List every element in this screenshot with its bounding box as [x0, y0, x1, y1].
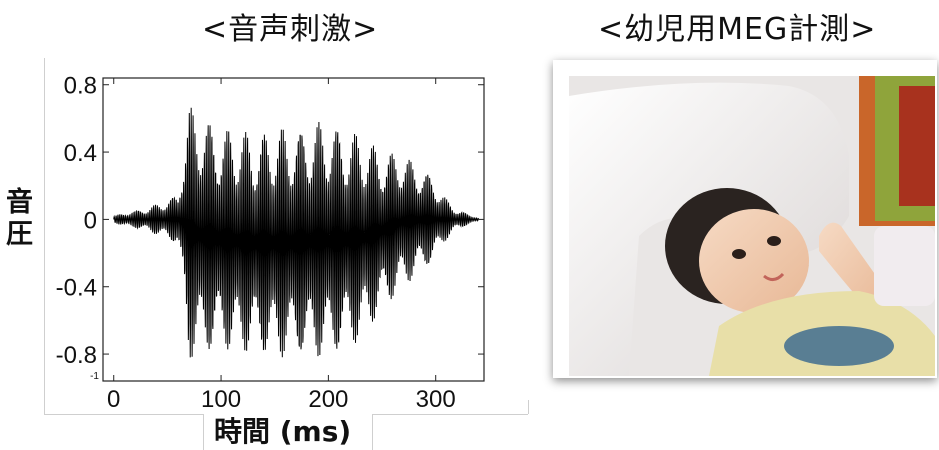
y-tick-label: 0.4 [64, 140, 97, 167]
child-mouth [763, 272, 785, 281]
y-axis-label-char-1: 音 [6, 187, 33, 218]
white-pillow [874, 226, 935, 306]
child-face [699, 209, 809, 313]
chart-frame-bottom-right [372, 414, 528, 415]
x-axis-label: 時間 (ms) [214, 415, 352, 448]
x-tick-label: 200 [308, 386, 348, 413]
y-extra-label: -1 [90, 371, 99, 382]
y-tick-label: -0.4 [56, 275, 97, 302]
waveform-line [113, 107, 479, 358]
right-panel-title: <幼児用MEG計測> [598, 12, 877, 47]
xlabel-frame-left [203, 414, 204, 450]
y-tick-label: -0.8 [56, 342, 97, 369]
x-tick-label: 100 [201, 386, 241, 413]
plot-area [102, 77, 485, 382]
meg-photo [569, 76, 935, 376]
x-tick-label: 0 [107, 386, 120, 413]
waveform-series [113, 107, 479, 358]
child-eye-left [732, 249, 746, 259]
chart-frame-right [528, 400, 529, 414]
meg-photo-frame [553, 60, 937, 378]
chart-frame-bottom-left [44, 414, 204, 415]
xlabel-frame-right [372, 414, 373, 450]
child-arm [819, 222, 887, 311]
wall-red-panel [899, 86, 935, 206]
y-axis-label-char-2: 圧 [6, 219, 33, 250]
y-tick-label: 0.8 [64, 73, 97, 100]
chart-frame-left [44, 58, 45, 414]
x-tick-label: 300 [416, 386, 456, 413]
child-eye-right [767, 236, 781, 246]
meg-helmet [569, 82, 849, 376]
waveform-chart: 0.8 0.4 0 -0.4 -0.8 -1 0 100 200 300 [56, 73, 485, 413]
left-panel-title: <音声刺激> [202, 12, 379, 47]
y-tick-label: 0 [84, 207, 97, 234]
shirt-print [784, 326, 894, 366]
axis-ticks: 0.8 0.4 0 -0.4 -0.8 -1 0 100 200 300 [56, 73, 484, 413]
